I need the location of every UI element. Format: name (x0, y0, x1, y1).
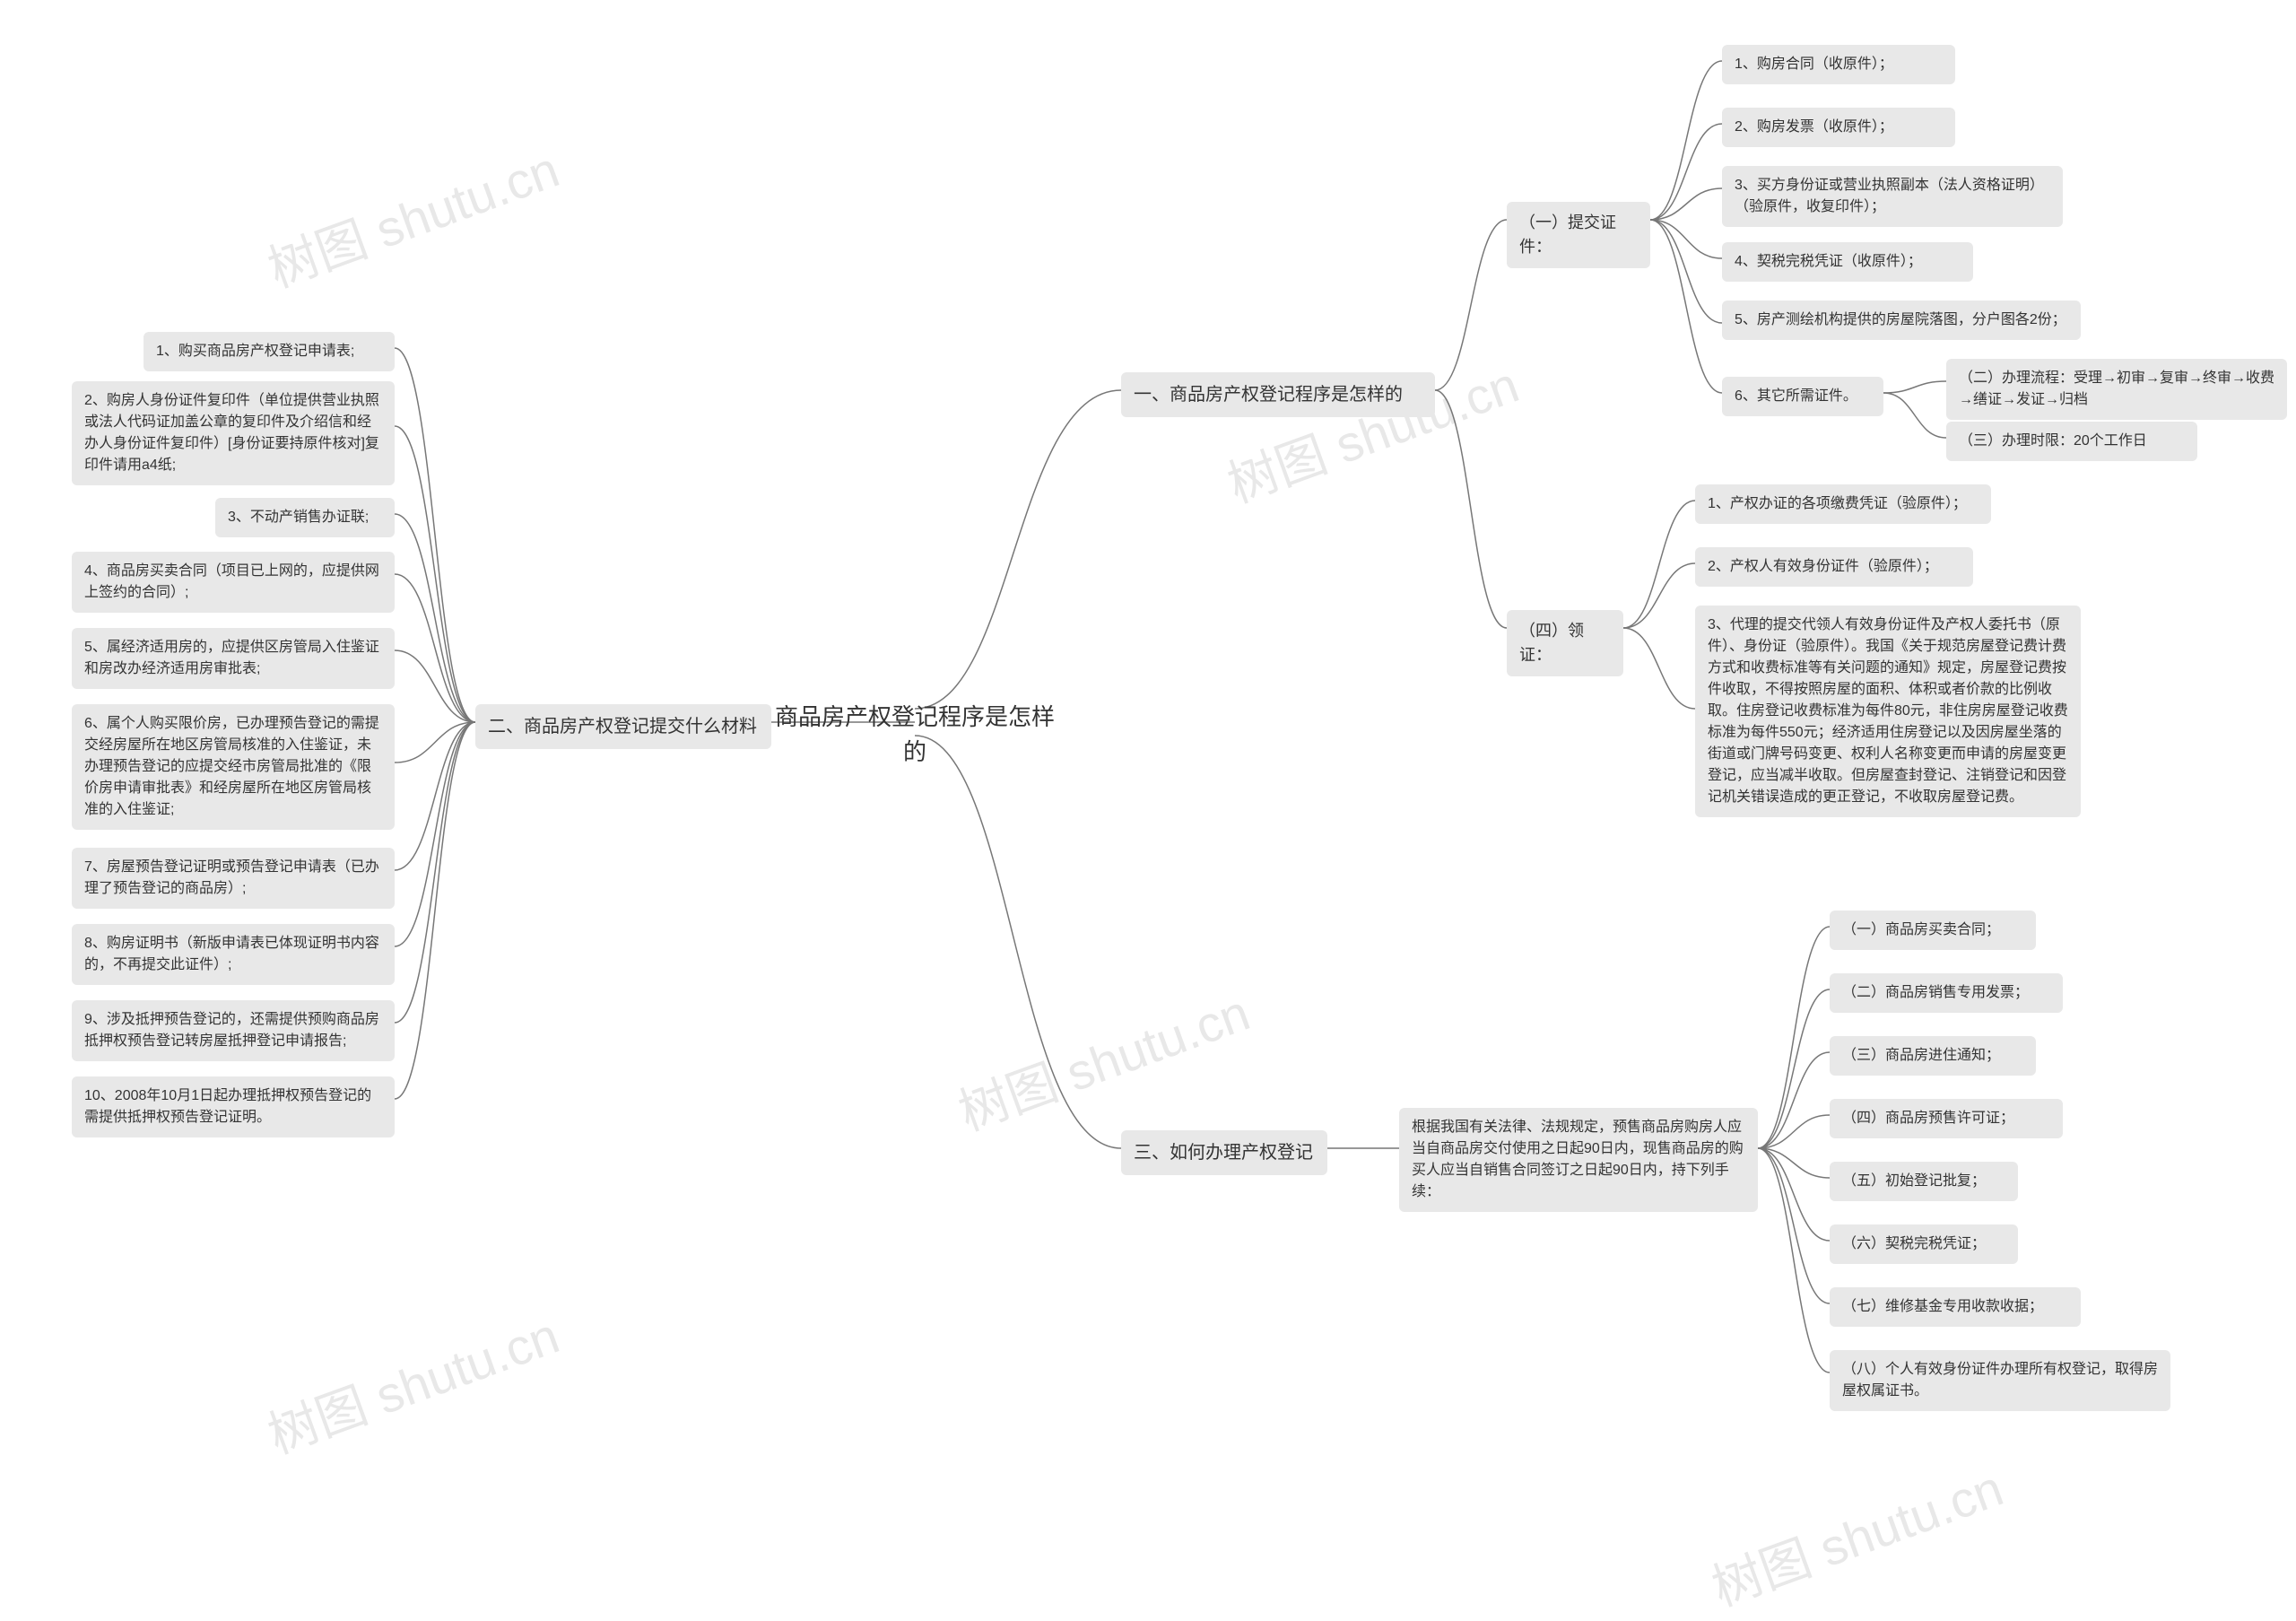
branch2-title: 二、商品房产权登记提交什么材料 (475, 704, 771, 749)
leaf-text: 3、买方身份证或营业执照副本（法人资格证明）（验原件，收复印件）； (1735, 178, 2044, 214)
leaf-text: 4、商品房买卖合同（项目已上网的，应提供网上签约的合同）; (84, 563, 379, 600)
branch1-sub1-item: 6、其它所需证件。 (1722, 377, 1883, 416)
branch2-item: 2、购房人身份证件复印件（单位提供营业执照或法人代码证加盖公章的复印件及介绍信和… (72, 381, 395, 485)
leaf-text: 8、购房证明书（新版申请表已体现证明书内容的，不再提交此证件）; (84, 936, 379, 972)
branch2-item: 1、购买商品房产权登记申请表; (144, 332, 395, 371)
branch1-sub6-child: （三）办理时限：20个工作日 (1946, 422, 2197, 461)
leaf-text: 2、购房发票（收原件）； (1735, 119, 1893, 135)
branch2-item: 5、属经济适用房的，应提供区房管局入住鉴证和房改办经济适用房审批表; (72, 628, 395, 689)
branch2-item: 8、购房证明书（新版申请表已体现证明书内容的，不再提交此证件）; (72, 924, 395, 985)
branch1-sub1-item: 2、购房发票（收原件）； (1722, 108, 1955, 147)
branch1-sub6-child: （二）办理流程：受理→初审→复审→终审→收费→缮证→发证→归档 (1946, 359, 2287, 420)
watermark: 树图 shutu.cn (1216, 344, 1527, 517)
leaf-text: 2、产权人有效身份证件（验原件）； (1708, 559, 1938, 574)
leaf-text: 1、产权办证的各项缴费凭证（验原件）； (1708, 496, 1967, 511)
branch1-sub1-item: 4、契税完税凭证（收原件）； (1722, 242, 1973, 282)
branch1-sub4-item: 1、产权办证的各项缴费凭证（验原件）； (1695, 484, 1991, 524)
leaf-text: （三）商品房进住通知； (1842, 1048, 2000, 1063)
watermark: 树图 shutu.cn (1700, 1448, 2012, 1620)
branch2-title-text: 二、商品房产权登记提交什么材料 (488, 717, 757, 736)
branch2-item: 3、不动产销售办证联; (215, 498, 395, 537)
branch3-item: （一）商品房买卖合同； (1830, 911, 2036, 950)
branch2-item: 9、涉及抵押预告登记的，还需提供预购商品房抵押权预告登记转房屋抵押登记申请报告; (72, 1000, 395, 1061)
watermark: 树图 shutu.cn (257, 129, 568, 301)
branch1-sub4-item: 3、代理的提交代领人有效身份证件及产权人委托书（原件）、身份证（验原件）。我国《… (1695, 606, 2081, 817)
leaf-text: 1、购买商品房产权登记申请表; (156, 344, 354, 359)
branch3-item: （七）维修基金专用收款收据； (1830, 1287, 2081, 1327)
leaf-text: （二）办理流程：受理→初审→复审→终审→收费→缮证→发证→归档 (1959, 370, 2274, 407)
branch3-item: （三）商品房进住通知； (1830, 1036, 2036, 1076)
branch3-item: （四）商品房预售许可证； (1830, 1099, 2063, 1138)
branch1-sub1: （一）提交证件： (1507, 202, 1650, 268)
leaf-text: （二）商品房销售专用发票； (1842, 985, 2029, 1000)
branch2-item: 4、商品房买卖合同（项目已上网的，应提供网上签约的合同）; (72, 552, 395, 613)
leaf-text: 9、涉及抵押预告登记的，还需提供预购商品房抵押权预告登记转房屋抵押登记申请报告; (84, 1012, 379, 1049)
leaf-text: 7、房屋预告登记证明或预告登记申请表（已办理了预告登记的商品房）; (84, 859, 379, 896)
leaf-text: 10、2008年10月1日起办理抵押权预告登记的需提供抵押权预告登记证明。 (84, 1088, 371, 1125)
leaf-text: 6、属个人购买限价房，已办理预告登记的需提交经房屋所在地区房管局核准的入住鉴证，… (84, 716, 379, 817)
branch3-intro: 根据我国有关法律、法规规定，预售商品房购房人应当自商品房交付使用之日起90日内，… (1399, 1108, 1758, 1212)
leaf-text: 6、其它所需证件。 (1735, 388, 1857, 404)
leaf-text: （八）个人有效身份证件办理所有权登记，取得房屋权属证书。 (1842, 1362, 2158, 1399)
branch1-sub1-item: 1、购房合同（收原件）； (1722, 45, 1955, 84)
branch1-sub4-text: （四）领证： (1519, 622, 1584, 664)
leaf-text: （一）商品房买卖合同； (1842, 922, 2000, 937)
branch2-item: 7、房屋预告登记证明或预告登记申请表（已办理了预告登记的商品房）; (72, 848, 395, 909)
branch1-sub1-item: 3、买方身份证或营业执照副本（法人资格证明）（验原件，收复印件）； (1722, 166, 2063, 227)
branch1-sub4: （四）领证： (1507, 610, 1623, 676)
leaf-text: （五）初始登记批复； (1842, 1173, 1986, 1189)
branch3-item: （八）个人有效身份证件办理所有权登记，取得房屋权属证书。 (1830, 1350, 2170, 1411)
leaf-text: 根据我国有关法律、法规规定，预售商品房购房人应当自商品房交付使用之日起90日内，… (1412, 1120, 1744, 1199)
leaf-text: （六）契税完税凭证； (1842, 1236, 1986, 1251)
watermark: 树图 shutu.cn (257, 1295, 568, 1468)
branch3-title: 三、如何办理产权登记 (1121, 1130, 1327, 1175)
center-title: 商品房产权登记程序是怎样的 (762, 691, 1067, 779)
branch1-sub1-item: 5、房产测绘机构提供的房屋院落图，分户图各2份； (1722, 301, 2081, 340)
leaf-text: （四）商品房预售许可证； (1842, 1111, 2014, 1126)
leaf-text: （三）办理时限：20个工作日 (1959, 433, 2147, 449)
leaf-text: 3、不动产销售办证联; (228, 510, 369, 525)
branch1-title: 一、商品房产权登记程序是怎样的 (1121, 372, 1435, 417)
branch3-title-text: 三、如何办理产权登记 (1134, 1143, 1313, 1163)
leaf-text: 5、房产测绘机构提供的房屋院落图，分户图各2份； (1735, 312, 2066, 327)
leaf-text: 5、属经济适用房的，应提供区房管局入住鉴证和房改办经济适用房审批表; (84, 640, 379, 676)
leaf-text: 2、购房人身份证件复印件（单位提供营业执照或法人代码证加盖公章的复印件及介绍信和… (84, 393, 379, 473)
leaf-text: （七）维修基金专用收款收据； (1842, 1299, 2043, 1314)
branch2-item: 10、2008年10月1日起办理抵押权预告登记的需提供抵押权预告登记证明。 (72, 1076, 395, 1137)
branch3-item: （六）契税完税凭证； (1830, 1224, 2018, 1264)
branch1-sub1-text: （一）提交证件： (1519, 214, 1616, 256)
center-title-text: 商品房产权登记程序是怎样的 (775, 703, 1055, 765)
leaf-text: 4、契税完税凭证（收原件）； (1735, 254, 1922, 269)
branch3-item: （二）商品房销售专用发票； (1830, 973, 2063, 1013)
branch1-sub4-item: 2、产权人有效身份证件（验原件）； (1695, 547, 1973, 587)
watermark: 树图 shutu.cn (947, 972, 1258, 1145)
leaf-text: 3、代理的提交代领人有效身份证件及产权人委托书（原件）、身份证（验原件）。我国《… (1708, 617, 2068, 805)
branch2-item: 6、属个人购买限价房，已办理预告登记的需提交经房屋所在地区房管局核准的入住鉴证，… (72, 704, 395, 830)
branch1-title-text: 一、商品房产权登记程序是怎样的 (1134, 385, 1403, 405)
leaf-text: 1、购房合同（收原件）； (1735, 57, 1893, 72)
branch3-item: （五）初始登记批复； (1830, 1162, 2018, 1201)
